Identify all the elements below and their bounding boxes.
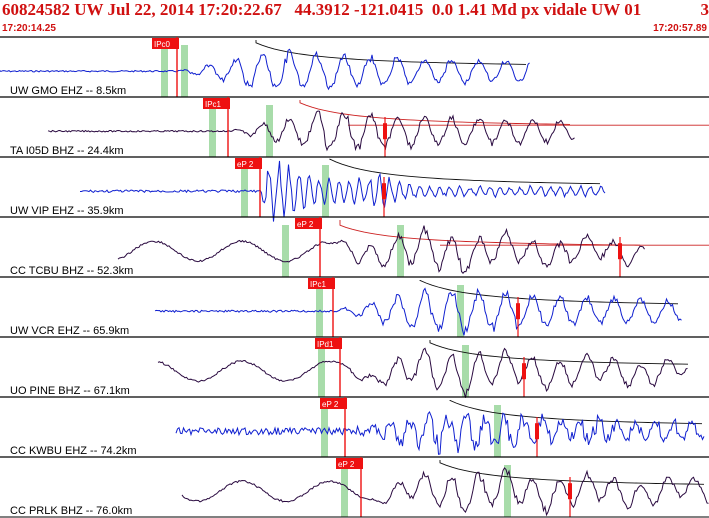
p-pick-label: IPd1 — [317, 340, 334, 349]
coda-envelope — [449, 399, 703, 425]
p-pick-tag[interactable] — [308, 278, 335, 289]
channel-trace[interactable]: IPd1 UO PINE BHZ -- 67.1km — [0, 336, 709, 398]
channel-trace[interactable]: eP 2 CC TCBU BHZ -- 52.3km — [0, 216, 709, 277]
window-band — [266, 105, 273, 157]
waveform — [80, 160, 606, 222]
window-band — [321, 405, 328, 457]
channel-trace[interactable]: IPc0 UW GMO EHZ -- 8.5km — [0, 36, 709, 97]
start-time: 17:20:14.25 — [2, 23, 56, 34]
s-pick-mark — [618, 243, 622, 260]
waveform — [154, 287, 682, 336]
p-pick-tag[interactable] — [295, 218, 322, 229]
channel-trace[interactable]: IPc1 UW VCR EHZ -- 65.9km — [0, 276, 709, 337]
p-pick-tag[interactable] — [336, 458, 363, 469]
window-band — [181, 45, 188, 97]
p-pick-tag[interactable] — [320, 398, 347, 409]
s-pick-mark — [383, 123, 387, 140]
window-band — [318, 345, 325, 397]
window-band — [241, 165, 248, 217]
s-pick-mark — [522, 363, 526, 380]
p-pick-label: eP 2 — [297, 220, 314, 229]
window-band — [397, 225, 404, 277]
window-band — [462, 345, 469, 397]
s-pick-mark — [535, 423, 539, 440]
station-label: CC TCBU BHZ -- 52.3km — [10, 265, 133, 277]
coda-envelope — [299, 100, 571, 125]
p-pick-tag[interactable] — [203, 98, 230, 109]
p-pick-label: eP 2 — [237, 160, 254, 169]
p-pick-tag[interactable] — [235, 158, 262, 169]
waveform — [47, 110, 575, 152]
coda-envelope — [329, 158, 601, 185]
window-band — [322, 165, 329, 217]
s-pick-mark — [382, 183, 386, 200]
p-pick-label: IPc1 — [310, 280, 327, 289]
s-pick-mark — [568, 483, 572, 500]
p-pick-tag[interactable] — [315, 338, 342, 349]
station-label: CC PRLK BHZ -- 76.0km — [10, 505, 132, 517]
coda-envelope — [339, 220, 641, 246]
window-band — [494, 405, 501, 457]
p-pick-label: eP 2 — [322, 400, 339, 409]
coda-envelope — [255, 40, 527, 65]
coda-envelope — [419, 279, 679, 305]
station-label: CC KWBU EHZ -- 74.2km — [10, 445, 137, 457]
waveform — [117, 225, 645, 274]
p-pick-label: IPc0 — [154, 40, 171, 49]
station-label: UW VIP EHZ -- 35.9km — [10, 205, 123, 217]
window-band — [504, 465, 511, 517]
coda-envelope — [439, 460, 705, 485]
station-label: UW VCR EHZ -- 65.9km — [10, 325, 129, 337]
waveform — [181, 467, 709, 517]
p-pick-label: eP 2 — [338, 460, 355, 469]
channel-trace[interactable]: IPc1 TA I05D BHZ -- 24.4km — [0, 96, 709, 157]
channel-trace[interactable]: eP 2 UW VIP EHZ -- 35.9km — [0, 156, 709, 222]
station-label: UO PINE BHZ -- 67.1km — [10, 385, 130, 397]
coda-envelope — [429, 340, 689, 365]
window-band — [457, 285, 464, 337]
station-label: TA I05D BHZ -- 24.4km — [10, 145, 124, 157]
event-version: 3 — [700, 0, 709, 19]
waveform — [0, 48, 530, 91]
channel-trace[interactable]: eP 2 CC KWBU EHZ -- 74.2km — [0, 396, 709, 457]
waveform — [157, 347, 688, 398]
end-time: 17:20:57.89 — [653, 23, 707, 34]
waveform — [175, 411, 705, 455]
channel-trace[interactable]: eP 2 CC PRLK BHZ -- 76.0km — [0, 456, 709, 517]
event-summary: 60824582 UW Jul 22, 2014 17:20:22.67 44.… — [2, 0, 642, 19]
p-pick-label: IPc1 — [205, 100, 222, 109]
s-pick-mark — [516, 303, 520, 320]
window-band — [341, 465, 348, 517]
p-pick-tag[interactable] — [152, 38, 179, 49]
station-label: UW GMO EHZ -- 8.5km — [10, 85, 126, 97]
window-band — [282, 225, 289, 277]
